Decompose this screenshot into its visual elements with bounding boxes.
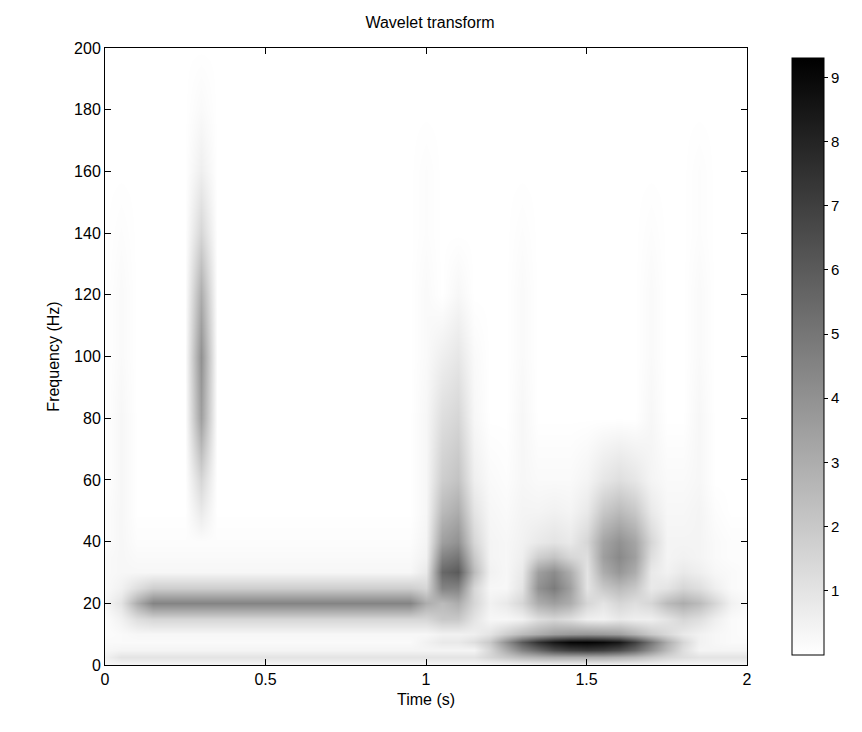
svg-text:Frequency (Hz): Frequency (Hz)	[45, 301, 62, 411]
svg-text:Wavelet transform: Wavelet transform	[365, 14, 494, 31]
svg-text:0: 0	[92, 657, 101, 674]
svg-text:1.5: 1.5	[575, 671, 597, 688]
svg-text:60: 60	[83, 472, 101, 489]
svg-text:1: 1	[831, 582, 839, 599]
svg-text:40: 40	[83, 533, 101, 550]
svg-text:7: 7	[831, 197, 839, 214]
svg-text:2: 2	[743, 671, 752, 688]
svg-text:80: 80	[83, 410, 101, 427]
svg-text:0.5: 0.5	[254, 671, 276, 688]
svg-text:Time (s): Time (s)	[397, 691, 455, 708]
svg-text:4: 4	[831, 389, 839, 406]
svg-text:2: 2	[831, 518, 839, 535]
svg-text:5: 5	[831, 325, 839, 342]
svg-text:160: 160	[74, 163, 101, 180]
svg-text:9: 9	[831, 69, 839, 86]
svg-text:120: 120	[74, 286, 101, 303]
svg-text:0: 0	[101, 671, 110, 688]
svg-text:20: 20	[83, 595, 101, 612]
svg-text:200: 200	[74, 40, 101, 57]
svg-text:1: 1	[422, 671, 431, 688]
svg-text:3: 3	[831, 454, 839, 471]
svg-text:8: 8	[831, 133, 839, 150]
svg-text:100: 100	[74, 348, 101, 365]
svg-text:180: 180	[74, 101, 101, 118]
svg-text:6: 6	[831, 261, 839, 278]
svg-text:140: 140	[74, 225, 101, 242]
